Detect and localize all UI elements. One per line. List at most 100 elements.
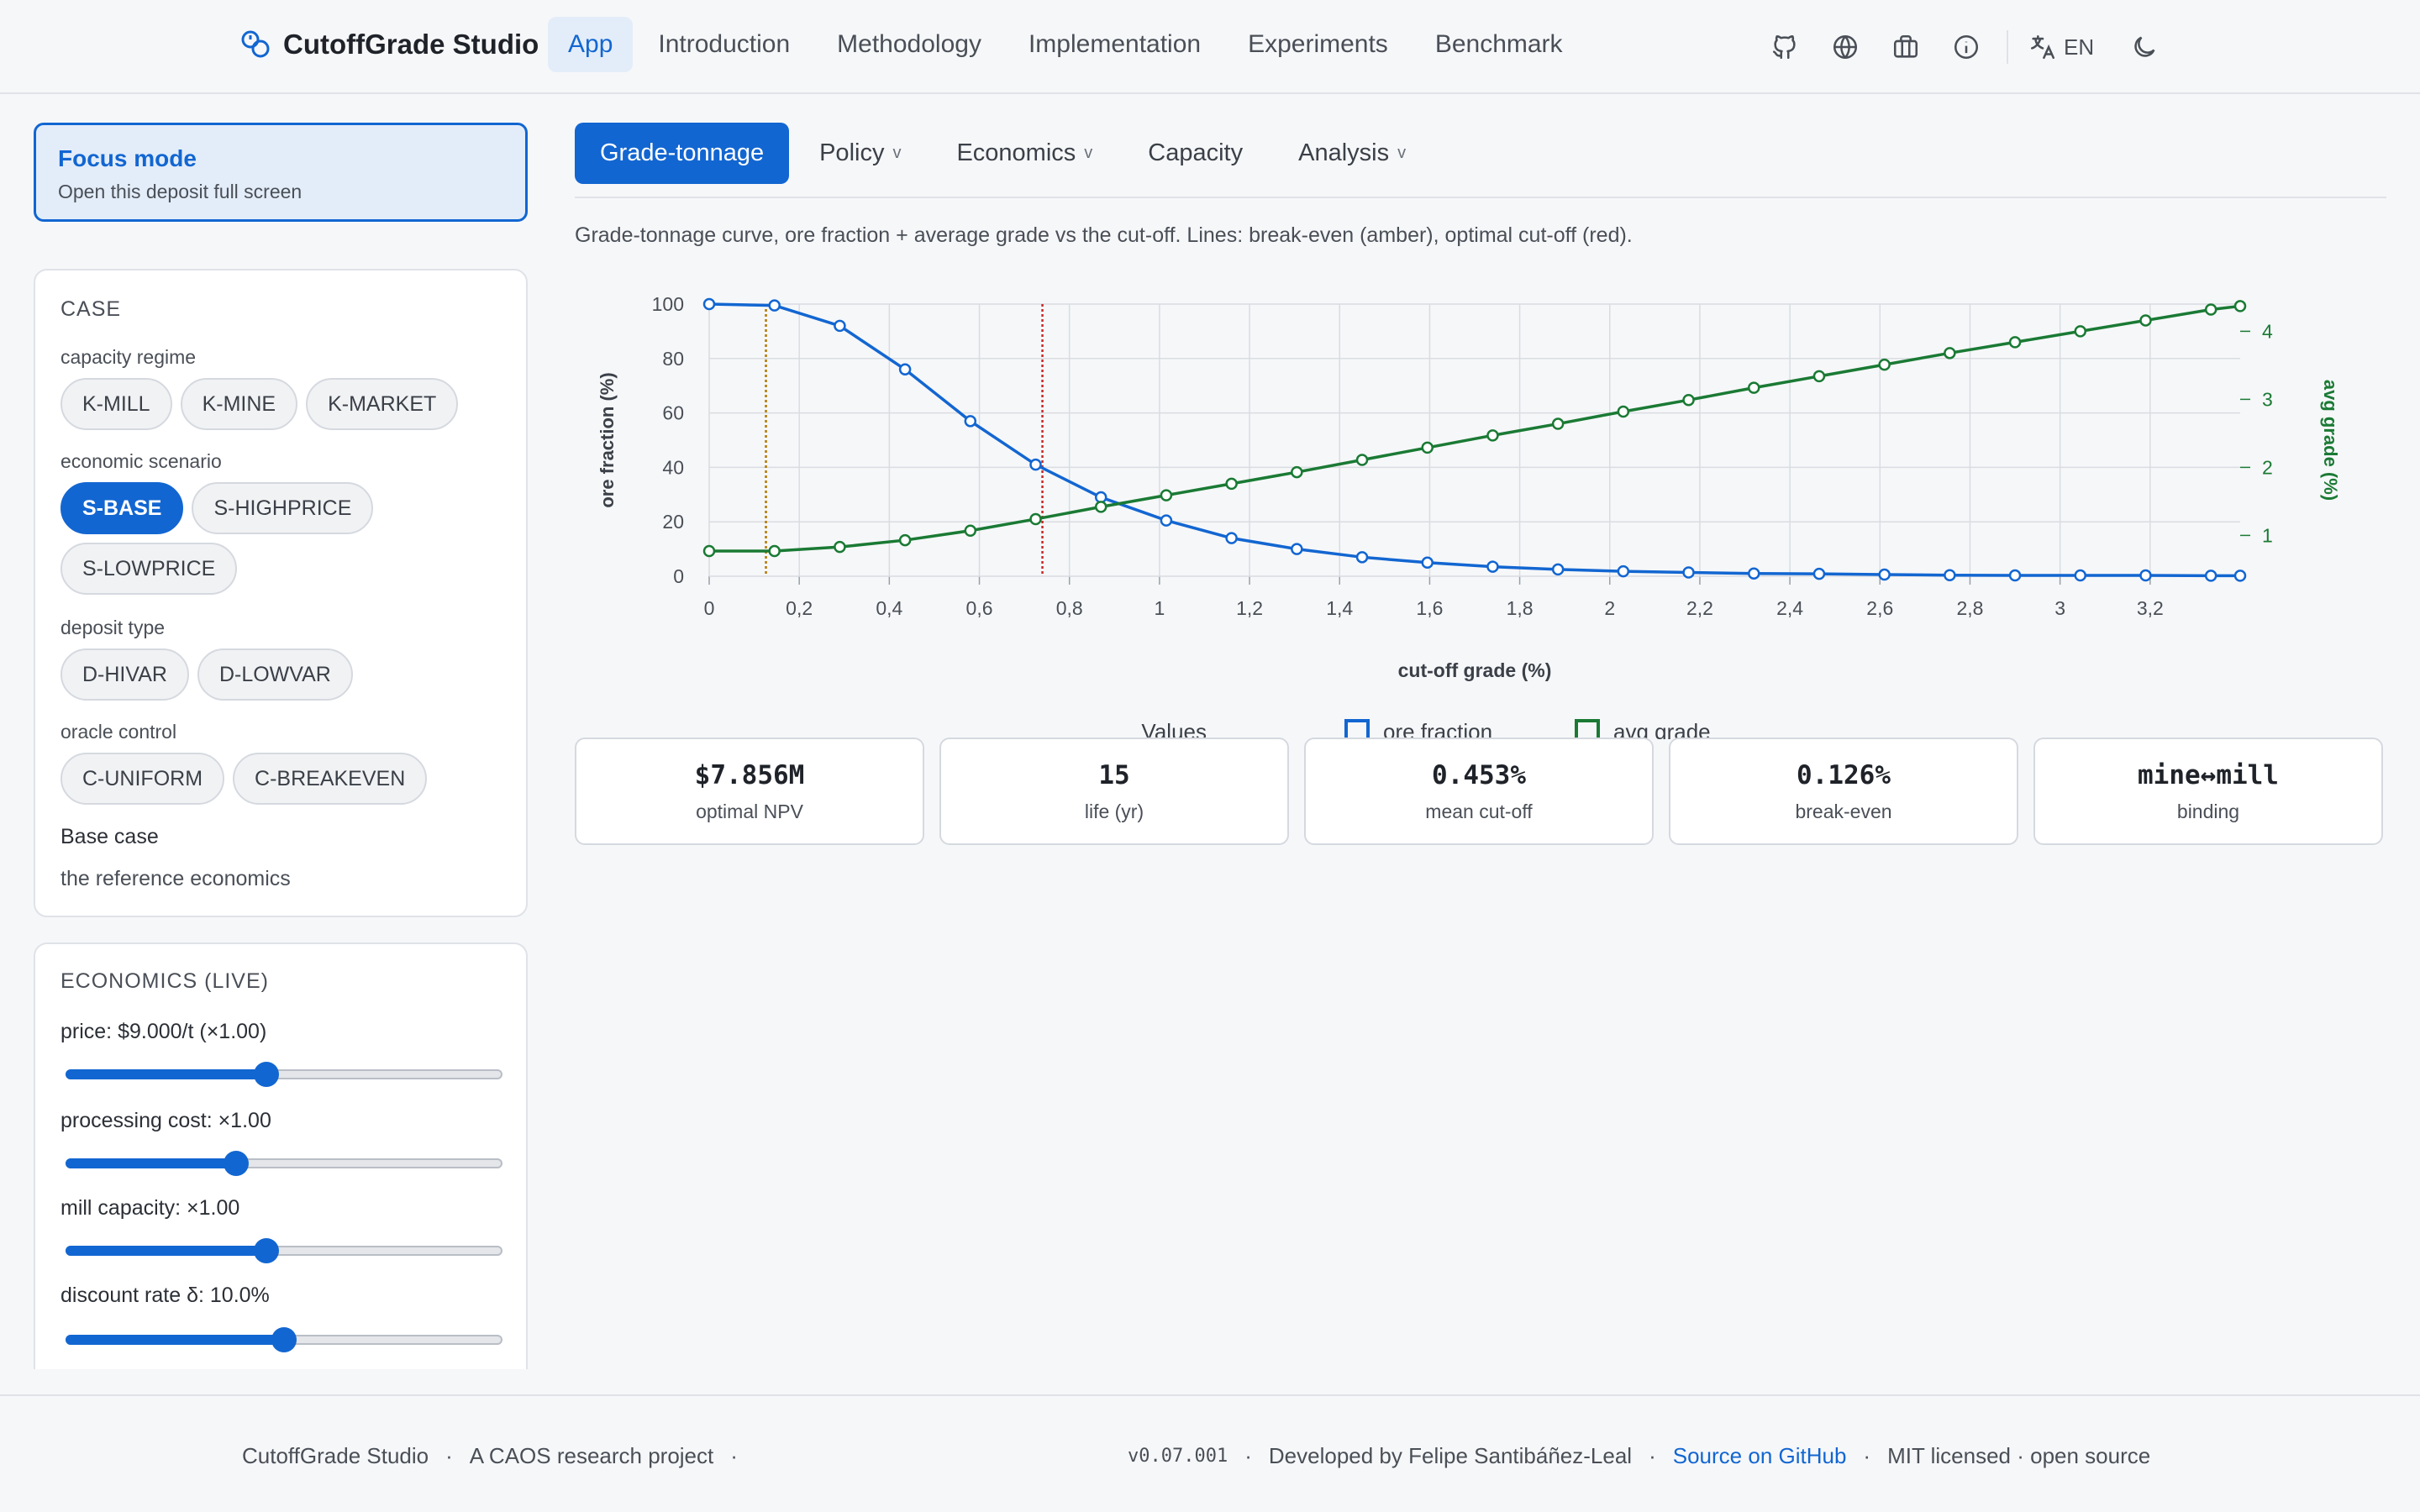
- translate-icon: [2030, 34, 2055, 60]
- stat-binding: mine↔mill binding: [2033, 738, 2383, 845]
- avg-grade-point: [1486, 429, 1499, 442]
- legend-swatch-avg-grade: [1575, 719, 1600, 739]
- footer-project[interactable]: A CAOS research project: [469, 1443, 714, 1468]
- nav-app[interactable]: App: [548, 17, 634, 72]
- chip-k-mill[interactable]: K-MILL: [60, 378, 172, 430]
- github-icon[interactable]: [1765, 27, 1805, 67]
- nav-introduction[interactable]: Introduction: [658, 30, 791, 58]
- chip-s-highprice[interactable]: S-HIGHPRICE: [192, 482, 374, 534]
- github-link[interactable]: Source on GitHub: [1672, 1443, 1847, 1468]
- y-left-axis-title: ore fraction (%): [597, 372, 618, 507]
- avg-grade-point: [2233, 300, 2247, 312]
- deposit-type-options: D-HIVAR D-LOWVAR: [60, 648, 506, 701]
- header-divider: [2007, 30, 2008, 64]
- info-icon[interactable]: [1946, 27, 1986, 67]
- case-panel-title: CASE: [60, 297, 122, 321]
- nav-methodology[interactable]: Methodology: [837, 30, 981, 58]
- processing-cost-slider-label: processing cost: ×1.00: [60, 1109, 271, 1132]
- slider-thumb[interactable]: [254, 1238, 280, 1263]
- economic-scenario-options: S-BASE S-HIGHPRICE S-LOWPRICE: [60, 482, 506, 595]
- tab-policy[interactable]: Policy v: [794, 123, 926, 184]
- y-right-tick-label: 4: [2262, 320, 2273, 342]
- discount-rate-slider[interactable]: [66, 1327, 502, 1352]
- tab-analysis[interactable]: Analysis v: [1273, 123, 1431, 184]
- legend-title: Values: [1141, 719, 1207, 739]
- nav-implementation[interactable]: Implementation: [1028, 30, 1202, 58]
- avg-grade-point: [1160, 489, 1173, 501]
- stat-label: break-even: [1795, 800, 1892, 822]
- stat-label: optimal NPV: [696, 800, 803, 822]
- globe-icon[interactable]: [1825, 27, 1865, 67]
- economics-panel-title: ECONOMICS (LIVE): [60, 969, 269, 993]
- legend-label-ore-fraction: ore fraction: [1383, 719, 1492, 739]
- mill-capacity-slider[interactable]: [66, 1238, 502, 1263]
- language-code: EN: [2064, 34, 2095, 60]
- ore-fraction-point: [2139, 569, 2152, 582]
- tab-grade-tonnage[interactable]: Grade-tonnage: [575, 123, 790, 184]
- ore-fraction-point: [898, 363, 912, 376]
- avg-grade-point: [1421, 441, 1434, 454]
- chip-s-base[interactable]: S-BASE: [60, 482, 184, 534]
- processing-cost-slider[interactable]: [66, 1151, 502, 1176]
- avg-grade-point: [1812, 370, 1826, 383]
- ore-fraction-point: [1355, 551, 1369, 564]
- avg-grade-point: [768, 544, 781, 558]
- avg-grade-point: [1355, 454, 1369, 466]
- slider-thumb[interactable]: [223, 1151, 249, 1176]
- economics-panel: ECONOMICS (LIVE) price: $9.000/t (×1.00)…: [34, 942, 528, 1369]
- mill-capacity-slider-label: mill capacity: ×1.00: [60, 1196, 240, 1220]
- language-switch[interactable]: EN: [2028, 33, 2094, 61]
- avg-grade-point: [1225, 477, 1238, 491]
- y-right-tick-label: 3: [2262, 388, 2273, 410]
- x-tick-label: 0,2: [786, 597, 813, 619]
- ore-fraction-point: [702, 297, 716, 311]
- avg-grade-point: [1029, 512, 1042, 526]
- y-left-tick-label: 80: [662, 348, 684, 370]
- tab-capacity[interactable]: Capacity: [1123, 123, 1268, 184]
- stat-value: mine↔mill: [2138, 759, 2279, 790]
- chip-d-hivar[interactable]: D-HIVAR: [60, 648, 189, 701]
- brand[interactable]: CutoffGrade Studio: [239, 29, 539, 60]
- avg-grade-point: [1878, 358, 1891, 371]
- stat-life: 15 life (yr): [939, 738, 1289, 845]
- chip-k-mine[interactable]: K-MINE: [180, 378, 298, 430]
- oracle-control-options: C-UNIFORM C-BREAKEVEN: [60, 753, 506, 805]
- grade-tonnage-chart: 0 0,2 0,4 0,6 0,8 1 1,2 1,4 1,6 1,8 2 2,2 2,4 2,6 2,8 3…: [597, 293, 2341, 739]
- slider-thumb[interactable]: [254, 1062, 280, 1087]
- x-tick-label: 3,2: [2137, 597, 2164, 619]
- x-tick-label: 1,4: [1326, 597, 1353, 619]
- avg-grade-point: [1682, 393, 1695, 407]
- y-left-tick-label: 60: [662, 402, 684, 424]
- nav-experiments[interactable]: Experiments: [1248, 30, 1388, 58]
- y-right-tick-label: 1: [2262, 524, 2273, 546]
- view-tabs: Grade-tonnage Policy v Economics v Capacit…: [575, 123, 1431, 184]
- focus-mode-button[interactable]: Focus mode Open this deposit full screen: [34, 123, 528, 222]
- stat-optimal-npv: $7.856M optimal NPV: [575, 738, 924, 845]
- nav-benchmark[interactable]: Benchmark: [1434, 30, 1563, 58]
- chip-s-lowprice[interactable]: S-LOWPRICE: [60, 543, 238, 595]
- price-slider[interactable]: [66, 1062, 502, 1087]
- x-tick-label: 2,2: [1686, 597, 1713, 619]
- ore-fraction-point: [1421, 556, 1434, 570]
- tab-economics[interactable]: Economics v: [931, 123, 1118, 184]
- x-tick-label: 1: [1154, 597, 1165, 619]
- briefcase-icon[interactable]: [1886, 27, 1926, 67]
- stat-break-even: 0.126% break-even: [1669, 738, 2018, 845]
- case-description: the reference economics: [60, 867, 291, 890]
- ore-fraction-point: [2074, 569, 2087, 582]
- ore-fraction-point: [1878, 568, 1891, 581]
- stat-value: 0.126%: [1797, 759, 1891, 790]
- ore-fraction-point: [2204, 570, 2217, 582]
- chip-k-market[interactable]: K-MARKET: [306, 378, 459, 430]
- avg-grade-point: [1094, 501, 1107, 513]
- chip-c-uniform[interactable]: C-UNIFORM: [60, 753, 225, 805]
- stat-label: binding: [2176, 800, 2240, 822]
- slider-thumb[interactable]: [271, 1327, 297, 1352]
- chip-d-lowvar[interactable]: D-LOWVAR: [197, 648, 353, 701]
- oracle-control-label: oracle control: [60, 721, 177, 743]
- avg-grade-point: [1291, 465, 1303, 479]
- chip-c-breakeven[interactable]: C-BREAKEVEN: [233, 753, 428, 805]
- ore-fraction-point: [1160, 514, 1173, 527]
- footer-brand[interactable]: CutoffGrade Studio: [242, 1443, 429, 1468]
- moon-icon[interactable]: [2124, 27, 2165, 67]
